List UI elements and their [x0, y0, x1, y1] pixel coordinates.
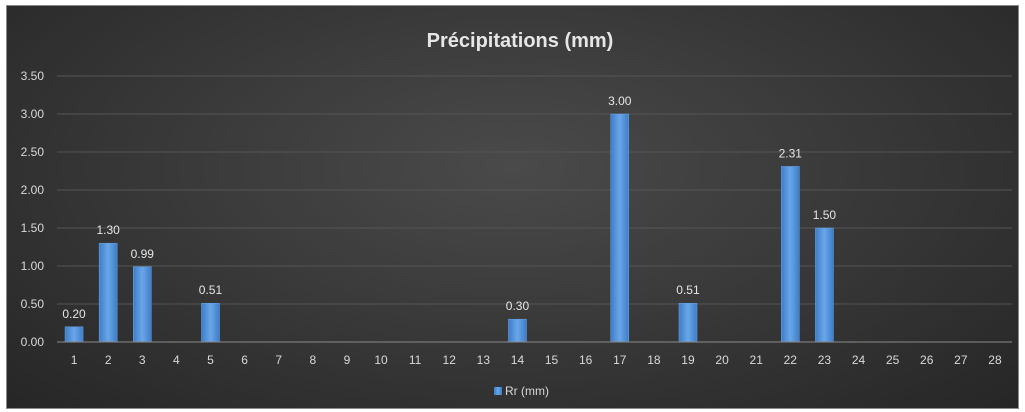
data-label-14: 0.30	[506, 299, 530, 313]
x-tick-label: 21	[750, 353, 764, 367]
data-label-2: 1.30	[96, 223, 120, 237]
x-tick-label: 19	[681, 353, 695, 367]
x-tick-label: 25	[886, 353, 900, 367]
data-labels: 0.20 1.30 0.99 0.51 0.30 3.00 0.51 2.31 1.50	[62, 94, 836, 321]
data-label-1: 0.20	[62, 307, 86, 321]
bar-17	[610, 113, 630, 343]
x-tick-label: 23	[818, 353, 832, 367]
x-tick-label: 9	[344, 353, 351, 367]
x-tick-label: 26	[920, 353, 934, 367]
chart-title: Précipitations (mm)	[427, 30, 614, 52]
legend-swatch	[494, 387, 502, 395]
bar-2	[98, 242, 118, 343]
y-tick-label: 1.00	[21, 259, 45, 273]
x-tick-label: 2	[105, 353, 112, 367]
y-tick-label: 2.00	[21, 183, 45, 197]
y-tick-label: 0.50	[21, 297, 45, 311]
bars	[64, 113, 834, 343]
x-tick-label: 17	[613, 353, 627, 367]
data-label-5: 0.51	[199, 283, 223, 297]
y-tick-label: 1.50	[21, 221, 45, 235]
gridlines	[57, 75, 1012, 305]
bar-22	[781, 166, 800, 343]
legend-label: Rr (mm)	[505, 384, 549, 398]
x-tick-label: 6	[241, 353, 248, 367]
y-axis-ticks: 0.00 0.50 1.00 1.50 2.00 2.50 3.00 3.50	[21, 69, 45, 349]
x-tick-label: 27	[954, 353, 968, 367]
bar-14	[508, 318, 527, 343]
x-tick-label: 5	[207, 353, 214, 367]
bar-1	[64, 326, 84, 343]
x-tick-label: 22	[784, 353, 798, 367]
x-tick-label: 18	[647, 353, 661, 367]
x-tick-label: 14	[511, 353, 525, 367]
x-tick-label: 13	[477, 353, 491, 367]
x-tick-label: 1	[71, 353, 78, 367]
bar-19	[678, 302, 698, 343]
x-tick-label: 15	[545, 353, 559, 367]
data-label-23: 1.50	[813, 208, 837, 222]
x-tick-label: 24	[852, 353, 866, 367]
y-tick-label: 0.00	[21, 335, 45, 349]
x-tick-label: 8	[309, 353, 316, 367]
y-tick-label: 2.50	[21, 145, 45, 159]
legend: Rr (mm)	[494, 384, 549, 398]
bar-23	[815, 227, 834, 343]
x-tick-label: 16	[579, 353, 593, 367]
bar-5	[201, 302, 220, 343]
x-tick-label: 28	[988, 353, 1002, 367]
y-tick-label: 3.00	[21, 107, 45, 121]
x-tick-label: 3	[139, 353, 146, 367]
data-label-17: 3.00	[608, 94, 632, 108]
y-tick-label: 3.50	[21, 69, 45, 83]
x-tick-label: 7	[275, 353, 282, 367]
data-label-19: 0.51	[676, 283, 700, 297]
x-tick-label: 4	[173, 353, 180, 367]
x-tick-label: 12	[443, 353, 457, 367]
data-label-3: 0.99	[131, 247, 155, 261]
bar-3	[133, 266, 152, 343]
data-label-22: 2.31	[779, 146, 803, 160]
x-tick-label: 20	[715, 353, 729, 367]
x-axis-ticks: 1 2 3 4 5 6 7 8 9 10 11 12 13 14 15 16 17 18 19 20 21 22 23 24 2…	[71, 353, 1002, 367]
x-tick-label: 11	[409, 353, 422, 367]
x-tick-label: 10	[374, 353, 388, 367]
